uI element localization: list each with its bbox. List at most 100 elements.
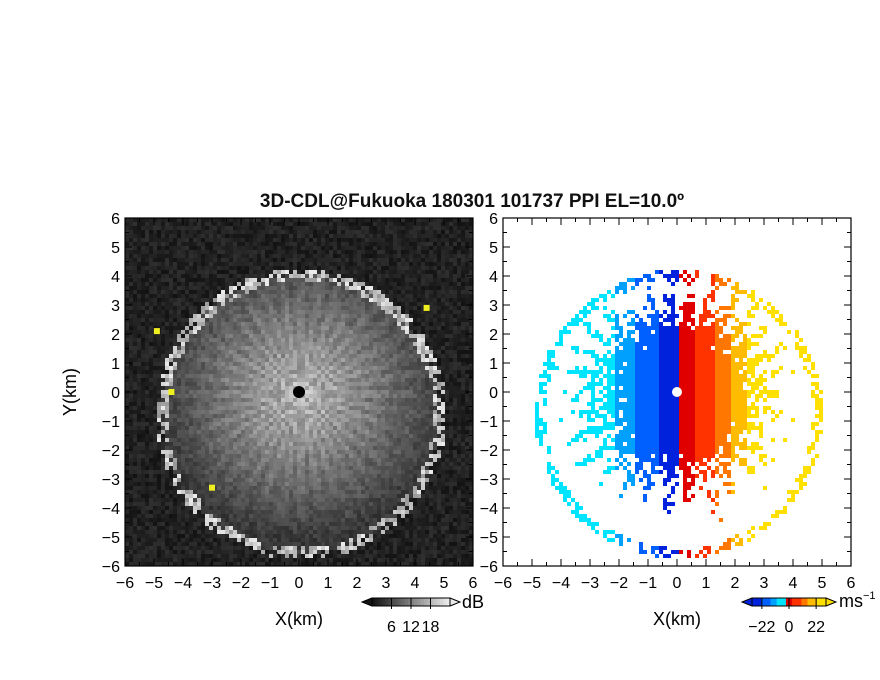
velocity-y-tick-labels: 6 5 4 3 2 1 0 −1 −2 −3 −4 −5 −6 bbox=[480, 211, 498, 576]
colorbar-swatch bbox=[443, 598, 448, 606]
colorbar-tick-label: 0 bbox=[785, 619, 794, 636]
colorbar-tick-label: 12 bbox=[402, 619, 420, 636]
colorbar-arrow-right bbox=[449, 597, 462, 607]
velocity-plot-area bbox=[503, 218, 851, 566]
x-tick-label: −6 bbox=[494, 575, 512, 592]
colorbar-swatch bbox=[394, 598, 399, 606]
reflectivity-colorbar bbox=[360, 597, 462, 609]
y-tick-label: 5 bbox=[489, 240, 498, 257]
reflectivity-y-tick-labels: 6 5 4 3 2 1 0 −1 −2 −3 −4 −5 −6 bbox=[102, 211, 120, 576]
x-tick-label: 5 bbox=[440, 575, 449, 592]
x-tick-label: 6 bbox=[847, 575, 856, 592]
colorbar-swatch bbox=[770, 598, 775, 606]
x-tick-label: −4 bbox=[552, 575, 570, 592]
colorbar-swatch bbox=[433, 598, 438, 606]
x-tick-label: 2 bbox=[731, 575, 740, 592]
velocity-colorbar-unit-sup: −1 bbox=[863, 590, 876, 602]
x-tick-label: 0 bbox=[673, 575, 682, 592]
x-tick-label: −6 bbox=[116, 575, 134, 592]
x-tick-label: 6 bbox=[469, 575, 478, 592]
x-tick-label: −1 bbox=[639, 575, 657, 592]
colorbar-swatch bbox=[414, 598, 418, 606]
colorbar-swatch bbox=[782, 598, 787, 606]
y-tick-label: 2 bbox=[111, 327, 120, 344]
y-tick-label: 4 bbox=[111, 269, 120, 286]
colorbar-arrow-left bbox=[360, 597, 373, 607]
clutter-point bbox=[209, 484, 215, 491]
x-tick-label: −1 bbox=[261, 575, 279, 592]
colorbar-swatch bbox=[758, 598, 762, 606]
colorbar-swatch bbox=[810, 598, 815, 606]
clutter-point bbox=[153, 328, 160, 335]
radar-center-marker bbox=[293, 386, 305, 398]
velocity-colorbar-unit: ms−1 bbox=[839, 590, 876, 611]
colorbar-swatch bbox=[375, 598, 379, 606]
colorbar-swatch bbox=[792, 598, 796, 606]
colorbar-tick-label: 22 bbox=[807, 619, 825, 636]
colorbar-swatch bbox=[407, 598, 412, 606]
y-tick-label: −4 bbox=[480, 501, 498, 518]
x-tick-label: −5 bbox=[145, 575, 163, 592]
colorbar-swatch bbox=[822, 598, 827, 606]
colorbar-swatch bbox=[764, 598, 768, 606]
reflectivity-x-tick-labels: −6 −5 −4 −3 −2 −1 0 1 2 3 4 5 6 bbox=[116, 575, 478, 592]
clutter-point bbox=[423, 304, 430, 311]
colorbar-swatch bbox=[388, 598, 392, 606]
colorbar-swatch bbox=[779, 598, 784, 606]
y-tick-label: −1 bbox=[102, 414, 120, 431]
colorbar-swatch bbox=[385, 598, 389, 606]
x-tick-label: −4 bbox=[174, 575, 192, 592]
y-tick-label: 3 bbox=[489, 298, 498, 315]
y-tick-label: 0 bbox=[489, 385, 498, 402]
y-tick-label: −3 bbox=[480, 472, 498, 489]
x-tick-label: 4 bbox=[411, 575, 420, 592]
colorbar-swatch bbox=[401, 598, 405, 606]
colorbar-swatch bbox=[795, 598, 799, 606]
colorbar-tick-label: 6 bbox=[387, 619, 396, 636]
x-tick-label: 5 bbox=[818, 575, 827, 592]
velocity-center-marker bbox=[672, 387, 682, 397]
colorbar-swatch bbox=[816, 598, 821, 606]
colorbar-swatch bbox=[819, 598, 824, 606]
y-tick-label: −6 bbox=[102, 559, 120, 576]
colorbar-swatch bbox=[430, 598, 435, 606]
colorbar-swatch bbox=[761, 598, 765, 606]
colorbar-swatch bbox=[398, 598, 402, 606]
colorbar-swatch bbox=[813, 598, 818, 606]
colorbar-swatch bbox=[804, 598, 808, 606]
x-tick-label: 1 bbox=[702, 575, 711, 592]
reflectivity-plot-area bbox=[125, 218, 473, 566]
y-tick-label: 1 bbox=[111, 356, 120, 373]
colorbar-swatch bbox=[378, 598, 383, 606]
colorbar-swatch bbox=[446, 598, 451, 606]
y-tick-label: 6 bbox=[489, 211, 498, 228]
reflectivity-ticks bbox=[124, 217, 474, 567]
reflectivity-colorbar-unit: dB bbox=[462, 592, 484, 612]
reflectivity-panel: −6 −5 −4 −3 −2 −1 0 1 2 3 4 5 6 6543210−1−2−3−4−5−6 … bbox=[60, 211, 478, 629]
colorbar-swatch bbox=[372, 598, 376, 606]
colorbar-swatch bbox=[411, 598, 415, 606]
x-tick-label: 2 bbox=[353, 575, 362, 592]
clutter-point bbox=[168, 389, 175, 395]
velocity-colorbar-unit-base: ms bbox=[839, 591, 863, 611]
colorbar-swatch bbox=[785, 598, 790, 606]
y-tick-label: −6 bbox=[480, 559, 498, 576]
y-tick-label: −3 bbox=[102, 472, 120, 489]
colorbar-swatch bbox=[789, 598, 793, 606]
velocity-ticks bbox=[502, 217, 852, 567]
colorbar-swatch bbox=[801, 598, 805, 606]
colorbar-swatch bbox=[437, 598, 441, 606]
colorbar-swatch bbox=[807, 598, 812, 606]
y-tick-label: 1 bbox=[489, 356, 498, 373]
colorbar-swatch bbox=[391, 598, 396, 606]
velocity-colorbar bbox=[740, 597, 838, 609]
reflectivity-colorbar-ticks: 6 12 18 bbox=[387, 619, 439, 636]
x-tick-label: 4 bbox=[789, 575, 798, 592]
colorbar-swatch bbox=[752, 598, 756, 606]
colorbar-swatch bbox=[767, 598, 771, 606]
y-tick-label: −5 bbox=[480, 530, 498, 547]
colorbar-swatch bbox=[798, 598, 802, 606]
chart-title: 3D-CDL@Fukuoka 180301 101737 PPI EL=10.0… bbox=[260, 191, 684, 212]
velocity-panel: −6 −5 −4 −3 −2 −1 0 1 2 3 4 5 6 6543210−1−2−3−4−5−6 … bbox=[480, 211, 856, 629]
